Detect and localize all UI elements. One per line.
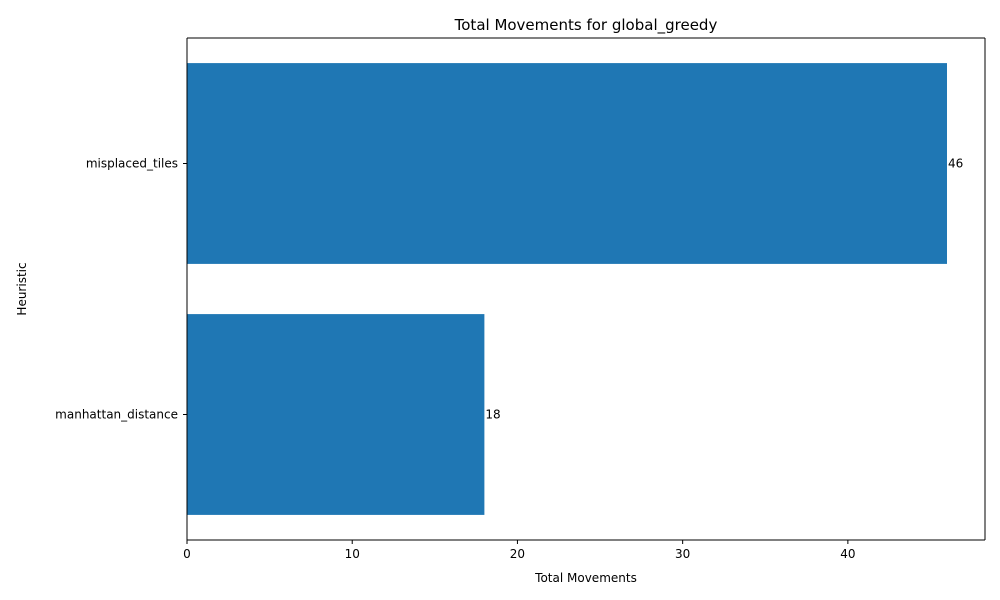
- x-tick-label: 10: [345, 547, 360, 561]
- x-tick-label: 30: [675, 547, 690, 561]
- x-axis-label: Total Movements: [534, 571, 637, 585]
- x-tick-label: 0: [183, 547, 191, 561]
- x-tick-label: 40: [840, 547, 855, 561]
- x-ticks-layer: 0 10 20 30 40: [183, 540, 856, 561]
- y-axis-label: Heuristic: [15, 262, 29, 315]
- axes-layer: [186, 37, 986, 541]
- y-tick-label: manhattan_distance: [55, 408, 178, 422]
- bar-value-label: 18: [485, 408, 500, 422]
- bar-manhattan-distance: [187, 314, 485, 515]
- bar-misplaced-tiles: [187, 63, 947, 264]
- y-ticks-layer: manhattan_distance misplaced_tiles: [55, 157, 187, 422]
- chart-title: Total Movements for global_greedy: [454, 16, 718, 35]
- x-tick-label: 20: [510, 547, 525, 561]
- bar-value-label: 46: [948, 157, 963, 171]
- y-tick-label: misplaced_tiles: [86, 157, 178, 171]
- bars-layer: [187, 63, 947, 515]
